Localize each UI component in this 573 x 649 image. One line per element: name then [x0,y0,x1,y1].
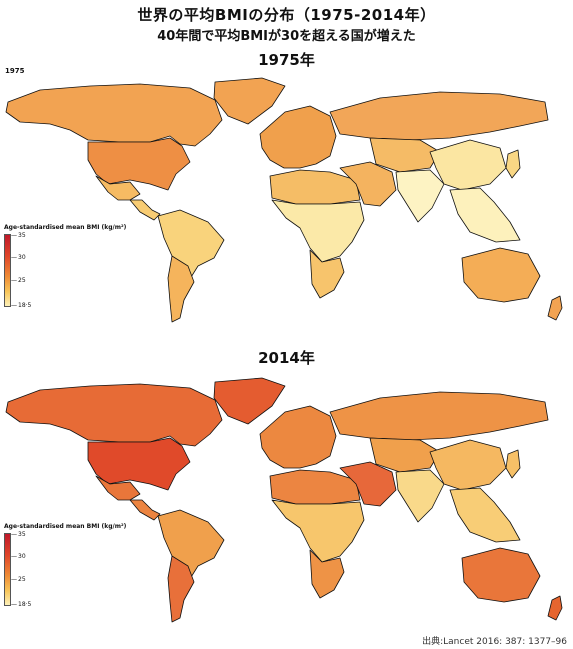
region-south-asia [395,469,445,523]
legend-tick: 30 [11,553,26,560]
region-japan [505,449,521,479]
inset-year-label: 1975 [5,67,25,75]
region-middle-east [339,161,397,207]
panel-heading-2014: 2014年 [258,349,315,367]
region-greenland [213,77,286,125]
panel-heading-1975: 1975年 [258,51,315,69]
world-map-2014 [5,377,563,623]
region-russia [329,391,549,441]
region-russia [329,91,549,141]
region-north-america [5,83,223,147]
legend-tick: 35 [11,232,26,239]
legend-tick: 18·5 [11,302,31,309]
region-north-africa [269,169,361,205]
region-north-africa [269,469,361,505]
region-subsaharan-africa [271,499,365,563]
legend-tick: 25 [11,576,26,583]
legend-color-scale [4,234,11,307]
region-south-asia [395,169,445,223]
region-mexico [95,475,141,501]
region-australia [461,247,541,303]
region-central-america [129,199,161,221]
region-australia [461,547,541,603]
region-new-zealand [547,295,563,321]
region-new-zealand [547,595,563,621]
legend-tick: 25 [11,277,26,284]
region-greenland [213,377,286,425]
region-europe [259,405,337,469]
legend-title: Age-standardised mean BMI (kg/m²) [4,224,127,231]
region-southeast-asia [449,487,521,543]
world-map-1975 [5,77,563,323]
region-usa [87,137,191,191]
page-subtitle: 40年間で平均BMIが30を超える国が増えた [157,29,416,44]
legend-tick: 35 [11,531,26,538]
region-argentina [167,555,195,623]
region-usa [87,437,191,491]
region-subsaharan-africa [271,199,365,263]
region-south-america [157,509,225,583]
region-central-america [129,499,161,521]
region-north-america [5,383,223,447]
legend-tick: 18·5 [11,601,31,608]
region-southeast-asia [449,187,521,243]
legend-tick: 30 [11,254,26,261]
legend-color-scale [4,533,11,606]
region-central-asia [369,137,441,173]
region-middle-east [339,461,397,507]
region-southern-africa [309,249,345,299]
region-mexico [95,175,141,201]
region-europe [259,105,337,169]
region-central-asia [369,437,441,473]
region-southern-africa [309,549,345,599]
region-china [429,139,507,191]
legend-title: Age-standardised mean BMI (kg/m²) [4,523,127,530]
source-citation: 出典:Lancet 2016: 387: 1377–96 [422,637,567,647]
region-south-america [157,209,225,283]
page-title: 世界の平均BMIの分布（1975-2014年） [137,6,436,24]
region-japan [505,149,521,179]
region-argentina [167,255,195,323]
region-china [429,439,507,491]
